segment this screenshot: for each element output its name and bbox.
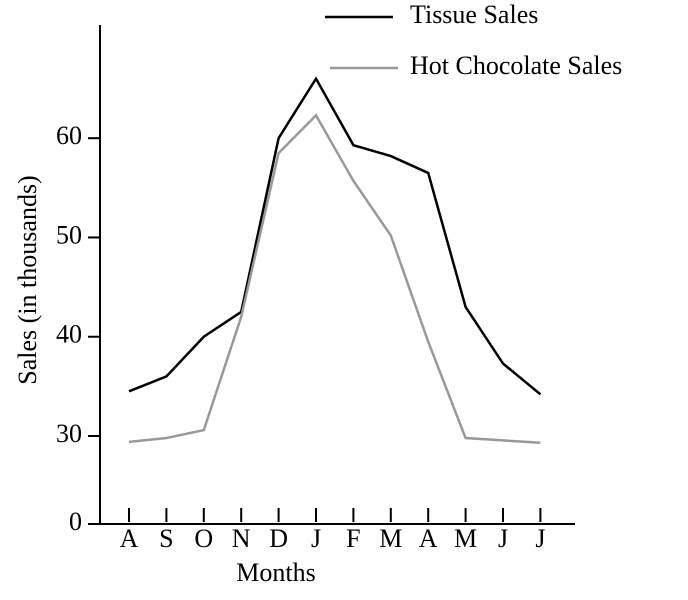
legend-label: Tissue Sales (410, 0, 538, 29)
y-tick-label: 30 (56, 419, 82, 448)
x-tick-label: J (535, 524, 545, 553)
x-tick-label: J (311, 524, 321, 553)
y-axis-label: Sales (in thousands) (13, 175, 42, 384)
x-tick-label: N (232, 524, 251, 553)
y-tick-label: 50 (56, 220, 82, 249)
y-tick-label: 60 (56, 121, 82, 150)
x-tick-label: D (269, 524, 288, 553)
y-tick-label: 40 (56, 320, 82, 349)
x-tick-label: J (498, 524, 508, 553)
y-tick-label: 0 (69, 507, 82, 536)
x-tick-label: M (379, 524, 402, 553)
legend-label: Hot Chocolate Sales (410, 51, 622, 80)
x-tick-label: A (419, 524, 438, 553)
x-tick-label: O (194, 524, 213, 553)
x-axis-label: Months (236, 558, 315, 587)
series-line (128, 113, 541, 444)
x-tick-label: S (159, 524, 173, 553)
x-tick-label: F (346, 524, 360, 553)
series-line (128, 76, 542, 396)
x-tick-label: M (454, 524, 477, 553)
x-tick-label: A (120, 524, 139, 553)
